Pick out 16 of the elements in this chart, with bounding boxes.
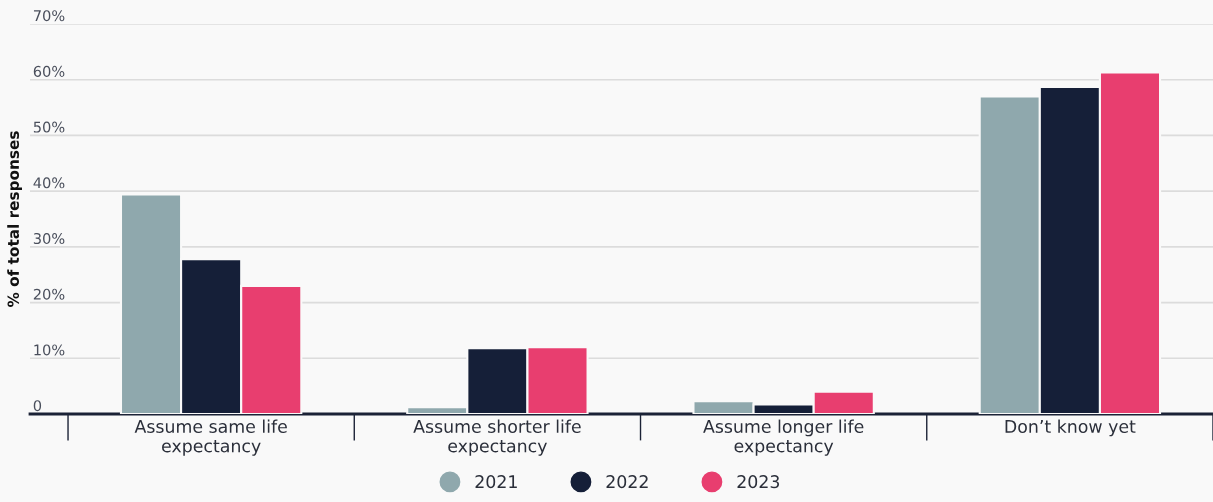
x-tick-label: Don’t know yet xyxy=(1005,419,1136,437)
x-tick-label: Assume shorter life expectancy xyxy=(413,419,581,456)
y-tick-label: 0 xyxy=(33,400,42,412)
y-tick-label: 20% xyxy=(33,288,65,300)
y-axis-title: % of total responses xyxy=(7,131,22,307)
y-tick-label: 10% xyxy=(34,344,65,356)
x-tick-label: Assume same life expectancy xyxy=(134,419,287,456)
x-tick-label: Assume longer life expectancy xyxy=(703,419,864,456)
y-tick-label: 50% xyxy=(33,121,65,133)
y-tick-label: 40% xyxy=(33,177,65,189)
y-tick-label: 60% xyxy=(33,65,65,77)
y-tick-label: 30% xyxy=(33,233,65,245)
legend-label: 2022 xyxy=(606,475,648,489)
y-tick-label: 70% xyxy=(33,10,65,22)
legend-label: 2023 xyxy=(737,475,780,489)
legend-label: 2021 xyxy=(475,475,517,489)
